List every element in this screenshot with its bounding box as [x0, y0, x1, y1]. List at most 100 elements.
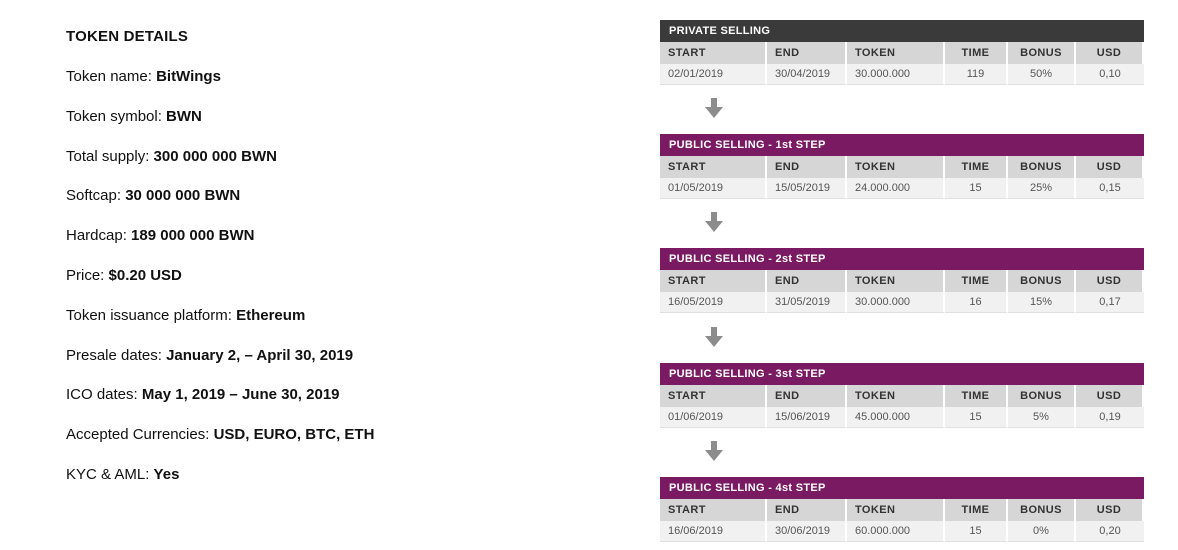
- col-end-header: END: [767, 42, 847, 64]
- bonus-value: 15%: [1008, 292, 1076, 313]
- col-bonus-header: BONUS: [1008, 156, 1076, 178]
- col-end-header: END: [767, 270, 847, 292]
- usd-value: 0,15: [1076, 178, 1144, 199]
- detail-value: January 2, – April 30, 2019: [166, 346, 354, 364]
- col-start-header: START: [660, 42, 767, 64]
- col-bonus-header: BONUS: [1008, 270, 1076, 292]
- detail-price: Price: $0.20 USD: [66, 267, 586, 285]
- col-start-header: START: [660, 156, 767, 178]
- detail-value: 300 000 000 BWN: [153, 147, 277, 165]
- bonus-value: 0%: [1008, 521, 1076, 542]
- col-usd-header: USD: [1076, 42, 1144, 64]
- usd-value: 0,19: [1076, 407, 1144, 428]
- detail-token-name: Token name: BitWings: [66, 68, 586, 86]
- col-usd-header: USD: [1076, 270, 1144, 292]
- token-details-title: TOKEN DETAILS: [66, 28, 189, 45]
- detail-token-symbol: Token symbol: BWN: [66, 108, 586, 126]
- token-details-panel: TOKEN DETAILS Token name: BitWings Token…: [66, 28, 586, 506]
- time-value: 15: [945, 178, 1008, 199]
- col-end-header: END: [767, 385, 847, 407]
- detail-total-supply: Total supply: 300 000 000 BWN: [66, 148, 586, 166]
- detail-value: May 1, 2019 – June 30, 2019: [141, 386, 340, 404]
- detail-kyc-aml: KYC & AML: Yes: [66, 466, 586, 484]
- phase-public-selling-step-1: PUBLIC SELLING - 1st STEP START END TOKE…: [660, 134, 1144, 199]
- end-value: 31/05/2019: [767, 292, 847, 313]
- start-value: 16/06/2019: [660, 521, 767, 542]
- col-time-header: TIME: [945, 42, 1008, 64]
- detail-label: Presale dates:: [66, 346, 167, 364]
- detail-softcap: Softcap: 30 000 000 BWN: [66, 187, 586, 205]
- col-token-header: TOKEN: [847, 385, 945, 407]
- col-bonus-header: BONUS: [1008, 385, 1076, 407]
- detail-ico-dates: ICO dates: May 1, 2019 – June 30, 2019: [66, 386, 586, 404]
- detail-label: ICO dates:: [66, 386, 142, 404]
- usd-value: 0,20: [1076, 521, 1144, 542]
- detail-value: USD, EURO, BTC, ETH: [213, 426, 375, 444]
- col-bonus-header: BONUS: [1008, 499, 1076, 521]
- col-token-header: TOKEN: [847, 42, 945, 64]
- detail-label: Token name:: [66, 68, 157, 85]
- detail-presale-dates: Presale dates: January 2, – April 30, 20…: [66, 347, 586, 365]
- end-value: 30/04/2019: [767, 64, 847, 85]
- token-value: 24.000.000: [847, 178, 945, 199]
- start-value: 01/06/2019: [660, 407, 767, 428]
- detail-label: Softcap:: [66, 187, 126, 205]
- phase-public-selling-step-2: PUBLIC SELLING - 2st STEP START END TOKE…: [660, 248, 1144, 313]
- phase-title: PUBLIC SELLING - 2st STEP: [660, 248, 1144, 270]
- token-value: 45.000.000: [847, 407, 945, 428]
- col-usd-header: USD: [1076, 156, 1144, 178]
- phase-table: START END TOKEN TIME BONUS USD 01/05/201…: [660, 156, 1144, 199]
- time-value: 16: [945, 292, 1008, 313]
- token-value: 60.000.000: [847, 521, 945, 542]
- time-value: 15: [945, 407, 1008, 428]
- col-bonus-header: BONUS: [1008, 42, 1076, 64]
- phase-title: PRIVATE SELLING: [660, 20, 1144, 42]
- col-time-header: TIME: [945, 385, 1008, 407]
- col-start-header: START: [660, 499, 767, 521]
- start-value: 01/05/2019: [660, 178, 767, 199]
- detail-value: $0.20 USD: [108, 266, 182, 284]
- detail-value: Yes: [153, 465, 180, 483]
- phase-public-selling-step-3: PUBLIC SELLING - 3st STEP START END TOKE…: [660, 363, 1144, 428]
- phase-title: PUBLIC SELLING - 4st STEP: [660, 477, 1144, 499]
- start-value: 16/05/2019: [660, 292, 767, 313]
- phase-table: START END TOKEN TIME BONUS USD 16/05/201…: [660, 270, 1144, 313]
- col-usd-header: USD: [1076, 385, 1144, 407]
- bonus-value: 50%: [1008, 64, 1076, 85]
- arrow-down-icon: [705, 441, 723, 461]
- col-start-header: START: [660, 270, 767, 292]
- detail-label: Total supply:: [66, 147, 154, 165]
- arrow-down-icon: [705, 98, 723, 118]
- bonus-value: 25%: [1008, 178, 1076, 199]
- end-value: 15/05/2019: [767, 178, 847, 199]
- col-end-header: END: [767, 156, 847, 178]
- detail-label: Price:: [66, 266, 109, 284]
- time-value: 119: [945, 64, 1008, 85]
- start-value: 02/01/2019: [660, 64, 767, 85]
- detail-hardcap: Hardcap: 189 000 000 BWN: [66, 227, 586, 245]
- col-time-header: TIME: [945, 499, 1008, 521]
- col-usd-header: USD: [1076, 499, 1144, 521]
- col-token-header: TOKEN: [847, 499, 945, 521]
- col-end-header: END: [767, 499, 847, 521]
- phase-table: START END TOKEN TIME BONUS USD 16/06/201…: [660, 499, 1144, 542]
- usd-value: 0,17: [1076, 292, 1144, 313]
- arrow-down-icon: [705, 212, 723, 232]
- token-value: 30.000.000: [847, 292, 945, 313]
- phase-public-selling-step-4: PUBLIC SELLING - 4st STEP START END TOKE…: [660, 477, 1144, 542]
- detail-value: BWN: [166, 107, 202, 125]
- end-value: 30/06/2019: [767, 521, 847, 542]
- detail-platform: Token issuance platform: Ethereum: [66, 307, 586, 325]
- time-value: 15: [945, 521, 1008, 542]
- phase-private-selling: PRIVATE SELLING START END TOKEN TIME BON…: [660, 20, 1144, 85]
- bonus-value: 5%: [1008, 407, 1076, 428]
- arrow-down-icon: [705, 327, 723, 347]
- phase-title: PUBLIC SELLING - 1st STEP: [660, 134, 1144, 156]
- detail-label: Hardcap:: [66, 227, 132, 245]
- phase-title: PUBLIC SELLING - 3st STEP: [660, 363, 1144, 385]
- col-time-header: TIME: [945, 156, 1008, 178]
- col-start-header: START: [660, 385, 767, 407]
- detail-label: KYC & AML:: [66, 465, 154, 483]
- detail-label: Token issuance platform:: [66, 306, 237, 324]
- detail-value: Ethereum: [236, 306, 306, 324]
